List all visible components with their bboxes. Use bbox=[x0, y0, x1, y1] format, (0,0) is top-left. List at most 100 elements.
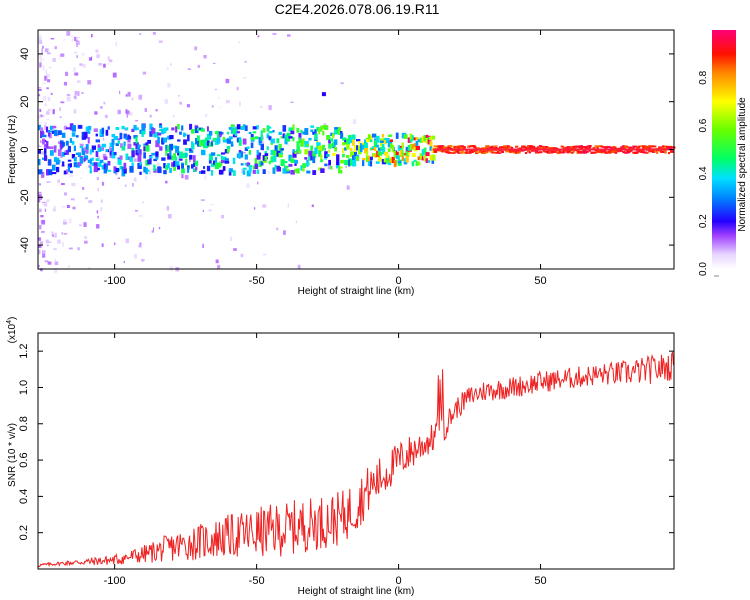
spectrogram-band-cell bbox=[266, 125, 270, 132]
spectrogram-band-cell bbox=[411, 135, 414, 141]
spectrogram-band-cell bbox=[501, 151, 504, 153]
spectrogram-band-cell bbox=[413, 146, 418, 152]
spectrogram-band-cell bbox=[387, 162, 392, 166]
spectrogram-noise-cell bbox=[211, 105, 214, 108]
spectrogram-band-cell bbox=[115, 167, 119, 173]
spectrogram-noise-cell bbox=[156, 162, 161, 167]
spectrogram-band-cell bbox=[459, 151, 463, 154]
spectrogram-noise-cell bbox=[52, 57, 56, 62]
snr-x-tick-label: -50 bbox=[249, 575, 265, 587]
spectrogram-band-cell bbox=[350, 151, 355, 157]
spectrogram-band-cell bbox=[548, 146, 554, 149]
spectrogram-noise-cell bbox=[115, 41, 118, 47]
spectrogram-band-cell bbox=[210, 152, 216, 156]
spectrogram-band-cell bbox=[210, 163, 214, 168]
spectrogram-band-cell bbox=[169, 149, 172, 156]
spectrogram-band-cell bbox=[385, 160, 391, 164]
spectrogram-band-cell bbox=[358, 141, 361, 144]
spectrogram-band-cell bbox=[165, 127, 169, 131]
spectrogram-band-cell bbox=[159, 125, 163, 129]
spectrogram-y-tick-label: 40 bbox=[19, 48, 31, 60]
spectrogram-band-cell bbox=[137, 144, 141, 147]
spectrogram-band-cell bbox=[544, 150, 548, 153]
spectrogram-band-cell bbox=[491, 151, 495, 154]
spectrogram-band-cell bbox=[163, 137, 167, 143]
spectrogram-noise-cell bbox=[47, 261, 52, 265]
spectrogram-band-cell bbox=[44, 148, 47, 153]
spectrogram-noise-cell bbox=[65, 71, 69, 76]
spectrogram-band-cell bbox=[588, 146, 592, 149]
spectrogram-feature-cell bbox=[321, 92, 326, 97]
spectrogram-band-cell bbox=[187, 166, 190, 173]
spectrogram-band-cell bbox=[276, 167, 281, 172]
spectrogram-band-cell bbox=[274, 150, 278, 156]
spectrogram-band-cell bbox=[417, 156, 421, 161]
spectrogram-noise-cell bbox=[44, 260, 49, 263]
spectrogram-noise-cell bbox=[62, 242, 64, 247]
spectrogram-band-cell bbox=[262, 160, 267, 163]
spectrogram-band-cell bbox=[222, 138, 228, 143]
spectrogram-band-cell bbox=[201, 139, 204, 143]
spectrogram-band-cell bbox=[119, 132, 123, 140]
spectrogram-band-cell bbox=[383, 139, 387, 144]
spectrogram-noise-cell bbox=[97, 156, 101, 160]
spectrogram-band-cell bbox=[147, 140, 151, 144]
spectrogram-band-cell bbox=[75, 135, 79, 138]
spectrogram-noise-cell bbox=[88, 57, 92, 61]
spectrogram-band-cell bbox=[155, 140, 160, 148]
spectrogram-noise-cell bbox=[166, 67, 169, 70]
spectrogram-band-cell bbox=[254, 163, 259, 169]
spectrogram-band-cell bbox=[324, 163, 328, 167]
spectrogram-band-cell bbox=[121, 125, 125, 130]
spectrogram-band-cell bbox=[296, 146, 300, 153]
spectrogram-band-cell bbox=[620, 146, 625, 149]
spectrogram-band-cell bbox=[600, 145, 603, 148]
spectrogram-band-cell bbox=[145, 142, 149, 146]
spectrogram-noise-cell bbox=[40, 268, 43, 272]
spectrogram-noise-cell bbox=[83, 222, 87, 227]
spectrogram-noise-cell bbox=[149, 114, 152, 118]
spectrogram-band-cell bbox=[85, 148, 88, 154]
spectrogram-noise-cell bbox=[73, 95, 77, 99]
spectrogram-band-cell bbox=[441, 145, 445, 148]
spectrogram-band-cell bbox=[175, 126, 178, 133]
spectrogram-band-cell bbox=[121, 170, 126, 177]
spectrogram-band-cell bbox=[268, 160, 271, 165]
spectrogram-noise-cell bbox=[42, 143, 45, 146]
spectrogram-noise-cell bbox=[38, 264, 40, 268]
spectrogram-band-cell bbox=[604, 146, 608, 149]
spectrogram-band-cell bbox=[87, 125, 92, 131]
spectrogram-band-cell bbox=[423, 147, 427, 155]
spectrogram-noise-cell bbox=[38, 145, 42, 147]
spectrogram-band-cell bbox=[493, 145, 498, 148]
spectrogram-band-cell bbox=[65, 169, 70, 172]
spectrogram-noise-cell bbox=[241, 168, 243, 174]
spectrogram-band-cell bbox=[393, 160, 397, 168]
spectrogram-band-cell bbox=[614, 146, 617, 149]
spectrogram-panel: -100 -50 0 50 -40 -20 0 20 40 Height of straigh… bbox=[7, 29, 676, 297]
spectrogram-noise-cell bbox=[272, 33, 277, 35]
spectrogram-noise-cell bbox=[75, 37, 80, 39]
spectrogram-band-cell bbox=[220, 152, 226, 155]
spectrogram-noise-cell bbox=[41, 48, 43, 53]
spectrogram-band-cell bbox=[252, 169, 256, 174]
spectrogram-band-cell bbox=[149, 123, 153, 131]
spectrogram-noise-cell bbox=[42, 249, 45, 252]
spectrogram-band-cell bbox=[210, 141, 213, 146]
spectrogram-band-cell bbox=[131, 150, 135, 158]
spectrogram-noise-cell bbox=[38, 122, 42, 127]
spectrogram-noise-cell bbox=[47, 108, 52, 112]
spectrogram-band-cell bbox=[181, 163, 184, 169]
spectrogram-band-cell bbox=[346, 161, 349, 165]
spectrogram-band-cell bbox=[258, 160, 262, 167]
spectrogram-noise-cell bbox=[73, 67, 76, 72]
spectrogram-noise-cell bbox=[117, 109, 121, 115]
spectrogram-band-cell bbox=[614, 149, 618, 152]
spectrogram-band-cell bbox=[324, 125, 329, 131]
spectrogram-noise-cell bbox=[101, 199, 103, 203]
spectrogram-band-cell bbox=[165, 150, 168, 156]
spectrogram-band-cell bbox=[594, 151, 597, 154]
spectrogram-band-cell bbox=[71, 125, 76, 132]
spectrogram-band-cell bbox=[401, 146, 404, 150]
spectrogram-noise-cell bbox=[102, 137, 105, 141]
